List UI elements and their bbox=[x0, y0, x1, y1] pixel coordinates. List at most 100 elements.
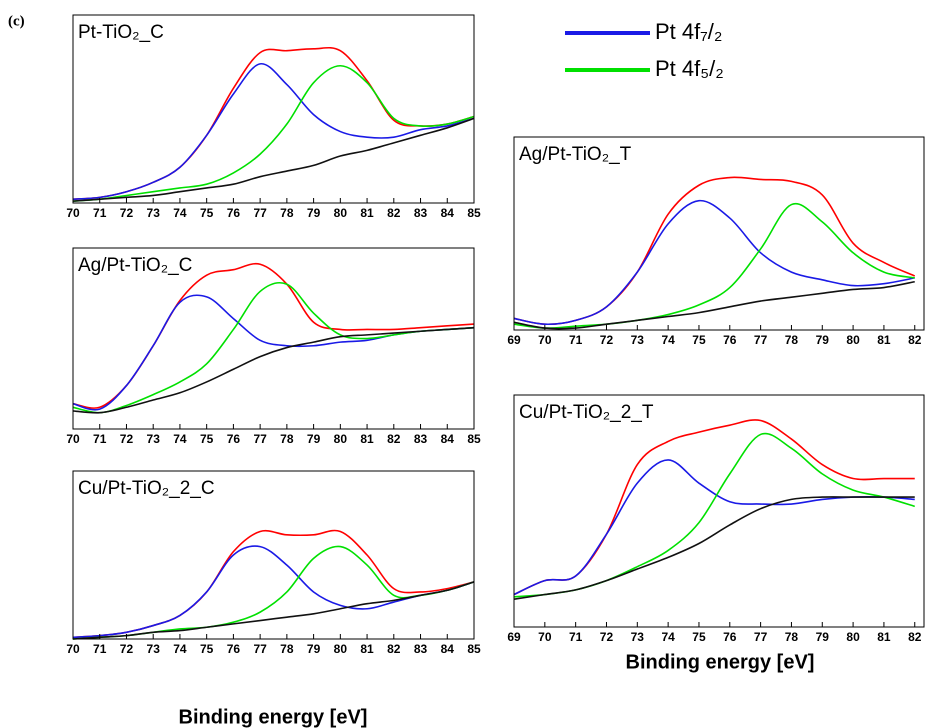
x-tick-label: 81 bbox=[877, 630, 891, 644]
spectrum-line bbox=[72, 117, 475, 202]
x-tick-label: 71 bbox=[569, 630, 583, 644]
panel-title: Cu/Pt-TiO₂_2_C bbox=[78, 478, 215, 499]
x-tick-label: 76 bbox=[227, 642, 241, 656]
x-tick-label: 75 bbox=[692, 630, 706, 644]
x-tick-label: 73 bbox=[147, 206, 161, 220]
x-tick-label: 80 bbox=[846, 333, 860, 347]
x-tick-label: 74 bbox=[173, 642, 187, 656]
x-tick-label: 72 bbox=[120, 432, 134, 446]
x-tick-label: 72 bbox=[120, 642, 134, 656]
x-tick-label: 71 bbox=[93, 432, 107, 446]
x-tick-label: 84 bbox=[441, 432, 455, 446]
x-tick-label: 70 bbox=[66, 206, 80, 220]
x-tick-label: 75 bbox=[200, 642, 214, 656]
legend-label: Pt 4f₅/₂ bbox=[655, 56, 724, 81]
spectrum-line bbox=[72, 529, 475, 639]
x-tick-label: 79 bbox=[307, 432, 321, 446]
x-tick-label: 76 bbox=[227, 206, 241, 220]
spectrum-line bbox=[72, 326, 475, 414]
x-tick-label: 73 bbox=[631, 630, 645, 644]
spectrum-line bbox=[72, 262, 475, 409]
x-tick-label: 73 bbox=[631, 333, 645, 347]
panel-label: (c) bbox=[8, 13, 25, 29]
panel-title: Ag/Pt-TiO₂_T bbox=[519, 144, 632, 165]
x-tick-label: 82 bbox=[387, 432, 401, 446]
x-tick-label: 69 bbox=[507, 630, 521, 644]
x-tick-label: 77 bbox=[253, 432, 267, 446]
spectrum-line bbox=[72, 64, 475, 202]
x-tick-label: 71 bbox=[569, 333, 583, 347]
x-tick-label: 70 bbox=[66, 432, 80, 446]
legend-label: Pt 4f₇/₂ bbox=[655, 19, 722, 44]
plot-frame bbox=[72, 470, 475, 640]
x-axis-label: Binding energy [eV] bbox=[626, 651, 815, 673]
spectrum-line bbox=[72, 281, 475, 414]
x-tick-label: 76 bbox=[227, 432, 241, 446]
x-tick-label: 74 bbox=[173, 432, 187, 446]
x-tick-label: 72 bbox=[600, 333, 614, 347]
x-tick-label: 76 bbox=[723, 333, 737, 347]
spectrum-line bbox=[513, 419, 915, 596]
x-tick-label: 77 bbox=[754, 333, 768, 347]
x-tick-label: 78 bbox=[785, 630, 799, 644]
x-tick-label: 74 bbox=[661, 333, 675, 347]
x-tick-label: 78 bbox=[280, 432, 294, 446]
plot-frame bbox=[72, 247, 475, 430]
x-tick-label: 76 bbox=[723, 630, 737, 644]
x-tick-label: 77 bbox=[253, 642, 267, 656]
x-tick-label: 79 bbox=[816, 630, 830, 644]
x-tick-label: 70 bbox=[538, 333, 552, 347]
x-tick-label: 80 bbox=[334, 206, 348, 220]
plot-frame bbox=[513, 394, 925, 628]
x-tick-label: 70 bbox=[538, 630, 552, 644]
x-tick-label: 77 bbox=[253, 206, 267, 220]
spectrum-line bbox=[72, 294, 475, 411]
x-tick-label: 74 bbox=[173, 206, 187, 220]
x-tick-label: 71 bbox=[93, 206, 107, 220]
x-tick-label: 78 bbox=[785, 333, 799, 347]
x-tick-label: 70 bbox=[66, 642, 80, 656]
x-tick-label: 83 bbox=[414, 432, 428, 446]
x-tick-label: 82 bbox=[387, 642, 401, 656]
x-tick-label: 79 bbox=[307, 206, 321, 220]
plot-frame bbox=[72, 14, 475, 204]
x-tick-label: 81 bbox=[360, 642, 374, 656]
x-tick-label: 72 bbox=[120, 206, 134, 220]
x-tick-label: 84 bbox=[441, 206, 455, 220]
x-tick-label: 78 bbox=[280, 642, 294, 656]
x-tick-label: 81 bbox=[360, 206, 374, 220]
spectrum-line bbox=[513, 176, 916, 326]
x-tick-label: 80 bbox=[334, 642, 348, 656]
spectrum-line bbox=[513, 459, 915, 596]
x-tick-label: 75 bbox=[692, 333, 706, 347]
spectrum-line bbox=[72, 63, 475, 201]
x-tick-label: 84 bbox=[441, 642, 455, 656]
spectrum-line bbox=[513, 432, 915, 598]
spectrum-line bbox=[513, 496, 915, 600]
x-tick-label: 82 bbox=[908, 333, 922, 347]
x-tick-label: 73 bbox=[147, 432, 161, 446]
x-tick-label: 82 bbox=[908, 630, 922, 644]
x-tick-label: 77 bbox=[754, 630, 768, 644]
x-tick-label: 75 bbox=[200, 432, 214, 446]
x-tick-label: 83 bbox=[414, 206, 428, 220]
x-tick-label: 74 bbox=[661, 630, 675, 644]
x-tick-label: 69 bbox=[507, 333, 521, 347]
x-tick-label: 75 bbox=[200, 206, 214, 220]
panel-title: Pt-TiO₂_C bbox=[78, 22, 164, 43]
x-axis-label: Binding energy [eV] bbox=[179, 706, 368, 728]
x-tick-label: 71 bbox=[93, 642, 107, 656]
panel-title: Cu/Pt-TiO₂_2_T bbox=[519, 402, 654, 423]
x-tick-label: 80 bbox=[846, 630, 860, 644]
x-tick-label: 85 bbox=[467, 642, 481, 656]
spectrum-line bbox=[513, 202, 915, 329]
plot-frame bbox=[513, 136, 925, 331]
x-tick-label: 82 bbox=[387, 206, 401, 220]
panel-title: Ag/Pt-TiO₂_C bbox=[78, 255, 192, 276]
x-tick-label: 85 bbox=[467, 432, 481, 446]
x-tick-label: 79 bbox=[307, 642, 321, 656]
x-tick-label: 72 bbox=[600, 630, 614, 644]
x-tick-label: 78 bbox=[280, 206, 294, 220]
x-tick-label: 83 bbox=[414, 642, 428, 656]
